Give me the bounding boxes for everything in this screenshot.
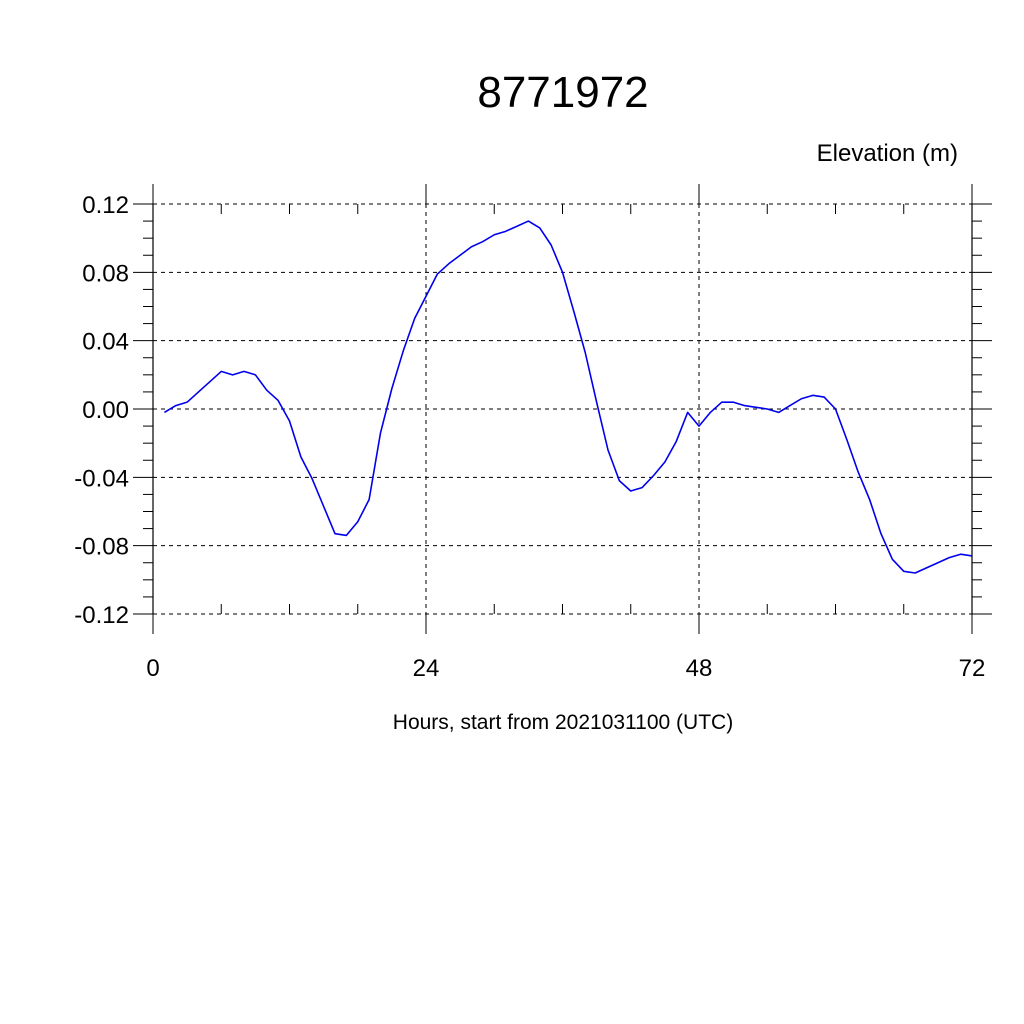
y-tick-label: -0.12	[74, 602, 129, 629]
x-tick-label: 48	[686, 655, 713, 682]
y-tick-label: 0.12	[82, 192, 129, 219]
y-tick-label: -0.04	[74, 465, 129, 492]
x-tick-label: 24	[413, 655, 440, 682]
tick-labels: 0 24 48 72 0.12 0.08 0.04 0.00 -0.04 -0.08 -0.12	[74, 192, 985, 682]
minor-ticks	[143, 204, 982, 614]
axes-frame	[152, 204, 973, 614]
y-tick-label: -0.08	[74, 534, 129, 561]
series-layer	[163, 220, 973, 574]
chart-title: 8771972	[477, 68, 648, 117]
x-tick-label: 0	[146, 655, 159, 682]
y-tick-label: 0.04	[82, 329, 129, 356]
y-tick-label: 0.00	[82, 397, 129, 424]
elevation-series-line	[163, 220, 973, 574]
y-axis-label: Elevation (m)	[817, 140, 958, 167]
x-tick-label: 72	[959, 655, 986, 682]
y-tick-label: 0.08	[82, 260, 129, 287]
x-axis-label: Hours, start from 2021031100 (UTC)	[393, 711, 733, 734]
grid-lines	[152, 203, 973, 615]
major-ticks	[133, 184, 992, 634]
